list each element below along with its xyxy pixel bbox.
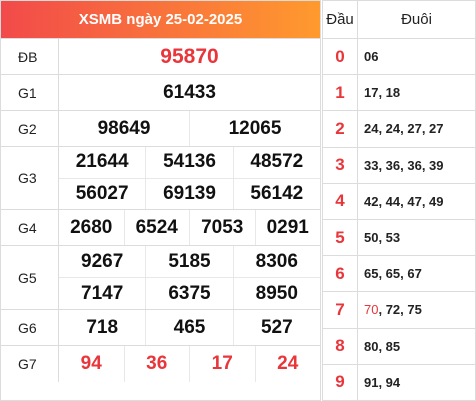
tail-values: 91, 94 bbox=[358, 365, 475, 400]
tail-rest: 65, 65, 67 bbox=[364, 266, 422, 282]
prize-number: 7053 bbox=[189, 210, 255, 245]
head-tail-row: 4 42, 44, 47, 49 bbox=[323, 182, 475, 219]
prize-number: 48572 bbox=[232, 147, 320, 178]
prize-number: 527 bbox=[232, 310, 320, 345]
prize-label: ĐB bbox=[1, 39, 59, 74]
tail-values: 33, 36, 36, 39 bbox=[358, 148, 475, 183]
prize-row-db: ĐB 95870 bbox=[1, 38, 320, 74]
head-tail-row: 2 24, 24, 27, 27 bbox=[323, 110, 475, 147]
tail-values: 24, 24, 27, 27 bbox=[358, 111, 475, 146]
tail-highlight: 70 bbox=[364, 302, 379, 318]
tail-rest: 80, 85 bbox=[364, 338, 401, 354]
tail-rest: 06 bbox=[364, 49, 379, 65]
head-digit: 7 bbox=[323, 292, 358, 328]
head-tail-row: 1 17, 18 bbox=[323, 74, 475, 111]
prize-number: 12065 bbox=[189, 111, 320, 146]
head-tail-row: 8 80, 85 bbox=[323, 327, 475, 364]
head-digit: 3 bbox=[323, 147, 358, 183]
prize-row-g6: G6 718 465 527 bbox=[1, 309, 320, 345]
head-digit: 8 bbox=[323, 328, 358, 364]
tail-values: 06 bbox=[358, 39, 475, 74]
prize-number: 21644 bbox=[75, 151, 129, 173]
tail-rest: 24, 24, 27, 27 bbox=[364, 121, 444, 137]
tail-values: 50, 53 bbox=[358, 220, 475, 255]
prize-label: G4 bbox=[1, 210, 59, 245]
tail-rest: 42, 44, 47, 49 bbox=[364, 193, 444, 209]
tail-values: 70, 72, 75 bbox=[358, 292, 475, 327]
head-tail-row: 3 33, 36, 36, 39 bbox=[323, 146, 475, 183]
tail-column-label: Đuôi bbox=[401, 11, 432, 28]
tail-rest: , 72, 75 bbox=[378, 302, 422, 318]
head-digit: 2 bbox=[323, 111, 358, 147]
prize-label: G7 bbox=[1, 346, 59, 382]
prize-number: 465 bbox=[145, 310, 232, 345]
results-table: XSMB ngày 25-02-2025 ĐB 95870 G1 61433 G… bbox=[0, 0, 321, 401]
head-digit: 9 bbox=[323, 364, 358, 400]
tail-rest: 91, 94 bbox=[364, 374, 401, 390]
prize-row-g4: G4 2680 6524 7053 0291 bbox=[1, 209, 320, 245]
prize-number: 61433 bbox=[163, 81, 216, 103]
prize-number: 54136 bbox=[145, 147, 232, 178]
special-prize-number: 95870 bbox=[160, 44, 219, 68]
tail-rest: 33, 36, 36, 39 bbox=[364, 157, 444, 173]
prize-label: G5 bbox=[1, 246, 59, 309]
prize-row-g2: G2 98649 12065 bbox=[1, 110, 320, 146]
prize-number: 17 bbox=[189, 346, 255, 382]
tail-values: 80, 85 bbox=[358, 329, 475, 364]
prize-label: G2 bbox=[1, 111, 59, 146]
prize-number: 98649 bbox=[97, 117, 151, 139]
head-digit: 1 bbox=[323, 75, 358, 111]
tail-values: 17, 18 bbox=[358, 75, 475, 110]
prize-number: 56027 bbox=[75, 182, 129, 204]
head-digit: 0 bbox=[323, 39, 358, 75]
head-tail-row: 0 06 bbox=[323, 38, 475, 75]
head-digit: 6 bbox=[323, 256, 358, 292]
head-digit: 5 bbox=[323, 219, 358, 256]
prize-label: G3 bbox=[1, 147, 59, 209]
prize-number: 5185 bbox=[145, 246, 232, 277]
prize-number: 6524 bbox=[123, 210, 190, 245]
results-title: XSMB ngày 25-02-2025 bbox=[78, 11, 243, 28]
head-tail-row: 6 65, 65, 67 bbox=[323, 255, 475, 292]
prize-number: 2680 bbox=[70, 216, 113, 238]
prize-number: 69139 bbox=[145, 178, 232, 209]
tail-rest: 17, 18 bbox=[364, 85, 401, 101]
prize-number: 718 bbox=[86, 316, 119, 338]
prize-number: 8306 bbox=[232, 246, 320, 277]
prize-row-g3: G3 21644 54136 48572 56027 69139 56142 bbox=[1, 146, 320, 209]
tail-rest: 50, 53 bbox=[364, 230, 401, 246]
prize-number: 8950 bbox=[232, 278, 320, 309]
prize-number: 0291 bbox=[254, 210, 321, 245]
results-header: XSMB ngày 25-02-2025 bbox=[1, 1, 320, 38]
prize-number: 94 bbox=[80, 353, 102, 374]
prize-number: 24 bbox=[254, 346, 321, 382]
head-tail-row: 7 70, 72, 75 bbox=[323, 291, 475, 328]
head-digit: 4 bbox=[323, 183, 358, 219]
head-tail-row: 9 91, 94 bbox=[323, 363, 475, 400]
prize-row-g5: G5 9267 5185 8306 7147 6375 8950 bbox=[1, 245, 320, 309]
head-column-label: Đầu bbox=[323, 1, 358, 38]
prize-number: 56142 bbox=[232, 178, 320, 209]
prize-number: 36 bbox=[123, 346, 190, 382]
prize-number: 9267 bbox=[81, 250, 124, 272]
prize-label: G6 bbox=[1, 310, 59, 345]
prize-label: G1 bbox=[1, 75, 59, 110]
prize-number: 7147 bbox=[81, 282, 124, 304]
prize-number: 6375 bbox=[145, 278, 232, 309]
prize-row-g7: G7 94 36 17 24 bbox=[1, 345, 320, 382]
prize-row-g1: G1 61433 bbox=[1, 74, 320, 110]
tail-values: 65, 65, 67 bbox=[358, 256, 475, 291]
head-tail-header: Đầu Đuôi bbox=[323, 1, 475, 38]
tail-values: 42, 44, 47, 49 bbox=[358, 184, 475, 219]
head-tail-row: 5 50, 53 bbox=[323, 218, 475, 256]
head-tail-table: Đầu Đuôi 0 06 1 17, 18 2 24, 24, 27, 27 … bbox=[322, 0, 476, 401]
